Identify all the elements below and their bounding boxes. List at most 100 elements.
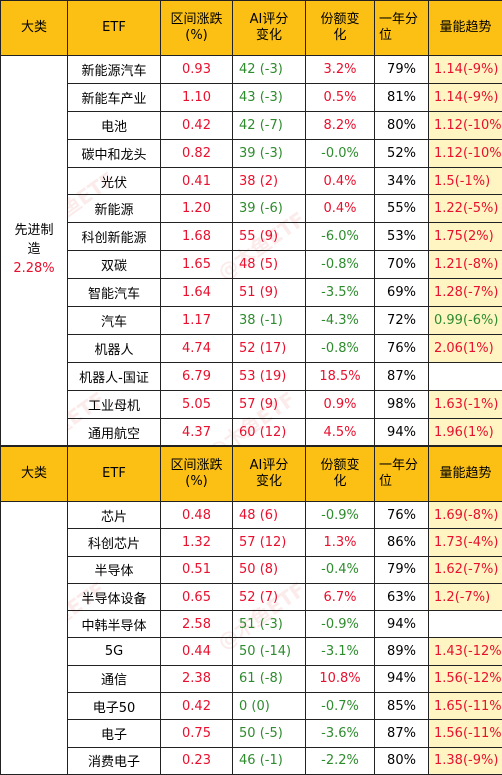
share-change: 6.7%	[306, 583, 375, 610]
ai-delta: (8)	[260, 562, 278, 577]
volume-trend: 1.43(-12%)	[429, 638, 502, 665]
etf-name: 芯片	[68, 502, 161, 529]
trend-value: 1.12	[434, 146, 463, 161]
change-value: 4.37	[161, 418, 233, 446]
trend-delta: (-1%)	[455, 174, 490, 189]
share-change: -0.8%	[306, 251, 375, 279]
header-etf: ETF	[68, 1, 161, 56]
category-change: 2.28%	[13, 261, 54, 276]
share-change: 0.5%	[306, 83, 375, 111]
volume-trend: 1.56(-11%)	[429, 720, 502, 747]
header-volume-trend: 量能趋势	[429, 447, 502, 502]
ai-score-cell: 53 (19)	[233, 362, 306, 390]
header-share-change: 份额变化	[306, 447, 375, 502]
change-value: 0.48	[161, 502, 233, 529]
share-change: -4.3%	[306, 307, 375, 335]
trend-value: 2.06	[434, 341, 463, 356]
trend-value: 1.65	[434, 699, 463, 714]
trend-delta: (-11%)	[463, 699, 502, 714]
header-category: 大类	[1, 1, 68, 56]
trend-delta: (-4%)	[463, 535, 498, 550]
change-value: 1.68	[161, 223, 233, 251]
ai-delta: (9)	[260, 229, 278, 244]
share-change: -0.0%	[306, 139, 375, 167]
year-percentile: 85%	[375, 693, 429, 720]
year-percentile: 76%	[375, 502, 429, 529]
ai-score: 52	[239, 341, 256, 356]
share-change: -3.5%	[306, 279, 375, 307]
ai-score-cell: 60 (12)	[233, 418, 306, 446]
ai-score-cell: 50 (-14)	[233, 638, 306, 665]
year-percentile: 70%	[375, 251, 429, 279]
year-percentile: 79%	[375, 556, 429, 583]
change-value: 0.41	[161, 167, 233, 195]
volume-trend: 1.2(-7%)	[429, 583, 502, 610]
change-value: 0.42	[161, 693, 233, 720]
ai-delta: (6)	[260, 508, 278, 523]
ai-delta: (-3)	[260, 146, 283, 161]
year-percentile: 80%	[375, 747, 429, 774]
trend-value: 1.38	[434, 753, 463, 768]
ai-score-cell: 42 (-3)	[233, 56, 306, 84]
etf-name: 通用航空	[68, 418, 161, 446]
header-change: 区间涨跌(%)	[161, 447, 233, 502]
share-change: -3.1%	[306, 638, 375, 665]
ai-delta: (2)	[260, 174, 278, 189]
etf-name: 碳中和龙头	[68, 139, 161, 167]
change-value: 0.93	[161, 56, 233, 84]
volume-trend: 1.96(1%)	[429, 418, 502, 446]
year-percentile: 55%	[375, 195, 429, 223]
change-value: 6.79	[161, 362, 233, 390]
ai-score: 52	[239, 590, 256, 605]
volume-trend	[429, 611, 502, 638]
etf-name: 机器人-国证	[68, 362, 161, 390]
volume-trend: 1.56(-12%)	[429, 665, 502, 692]
header-category: 大类	[1, 447, 68, 502]
year-percentile: 63%	[375, 583, 429, 610]
year-percentile: 79%	[375, 56, 429, 84]
etf-name: 汽车	[68, 307, 161, 335]
ai-score-cell: 39 (-3)	[233, 139, 306, 167]
volume-trend: 1.14(-9%)	[429, 83, 502, 111]
volume-trend: 1.38(-9%)	[429, 747, 502, 774]
year-percentile: 94%	[375, 611, 429, 638]
year-percentile: 87%	[375, 362, 429, 390]
ai-score: 61	[239, 671, 256, 686]
ai-score: 38	[239, 313, 256, 328]
ai-delta: (-3)	[260, 90, 283, 105]
change-value: 0.44	[161, 638, 233, 665]
ai-delta: (12)	[260, 425, 287, 440]
year-percentile: 89%	[375, 638, 429, 665]
year-percentile: 94%	[375, 418, 429, 446]
etf-name: 5G	[68, 638, 161, 665]
etf-name: 科创新能源	[68, 223, 161, 251]
change-value: 1.32	[161, 529, 233, 556]
share-change: -0.9%	[306, 502, 375, 529]
etf-name: 双碳	[68, 251, 161, 279]
volume-trend: 1.75(2%)	[429, 223, 502, 251]
ai-score-cell: 38 (2)	[233, 167, 306, 195]
ai-score-cell: 57 (12)	[233, 529, 306, 556]
ai-score: 50	[239, 562, 256, 577]
trend-value: 1.75	[434, 229, 463, 244]
share-change: -0.8%	[306, 334, 375, 362]
ai-score-cell: 55 (9)	[233, 223, 306, 251]
year-percentile: 69%	[375, 279, 429, 307]
year-percentile: 94%	[375, 665, 429, 692]
ai-score-cell: 38 (-1)	[233, 307, 306, 335]
volume-trend: 1.63(-1%)	[429, 390, 502, 418]
ai-delta: (-1)	[260, 753, 283, 768]
trend-value: 1.56	[434, 726, 463, 741]
year-percentile: 86%	[375, 529, 429, 556]
etf-table-advanced-manufacturing: 大类 ETF 区间涨跌(%) AI评分变化 份额变化 一年分位 量能趋势 先进制…	[0, 0, 502, 446]
change-value: 2.38	[161, 665, 233, 692]
share-change: 4.5%	[306, 418, 375, 446]
